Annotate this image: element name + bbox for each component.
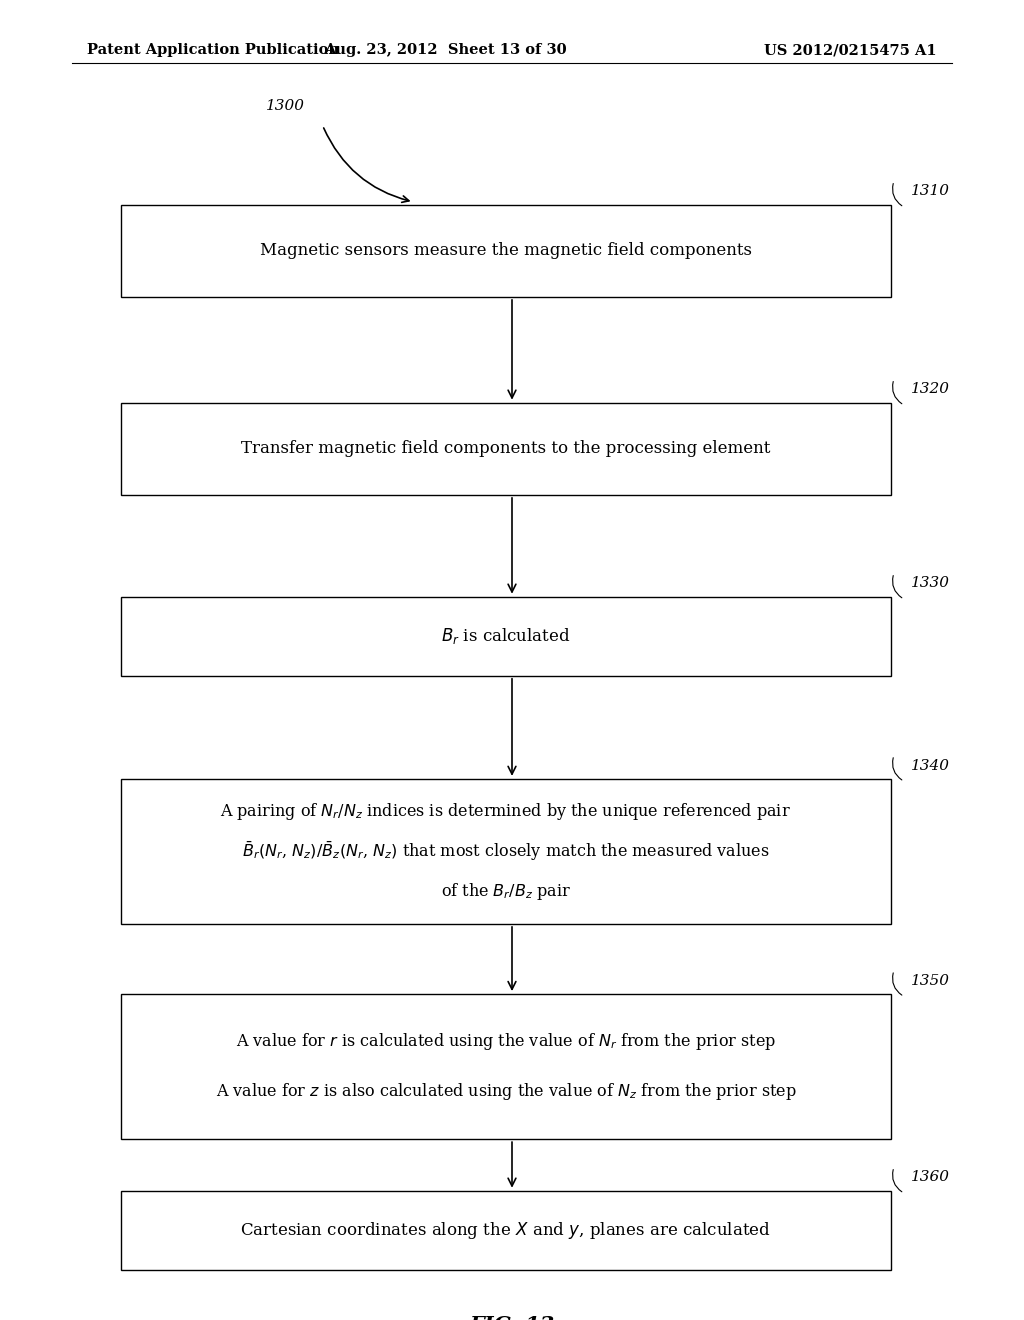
Text: 1300: 1300 bbox=[266, 99, 305, 112]
Text: 1350: 1350 bbox=[911, 974, 950, 987]
Text: 1340: 1340 bbox=[911, 759, 950, 772]
Text: FIG. 13: FIG. 13 bbox=[469, 1315, 555, 1320]
Text: 1320: 1320 bbox=[911, 383, 950, 396]
Text: 1360: 1360 bbox=[911, 1171, 950, 1184]
Bar bbox=[121, 597, 891, 676]
Text: $\bar{B}_r(N_r$, $N_z)/\bar{B}_z(N_r$, $N_z)$ that most closely match the measur: $\bar{B}_r(N_r$, $N_z)/\bar{B}_z(N_r$, $… bbox=[242, 840, 770, 863]
Text: A pairing of $N_r$/$N_z$ indices is determined by the unique referenced pair: A pairing of $N_r$/$N_z$ indices is dete… bbox=[220, 801, 792, 822]
Bar bbox=[121, 403, 891, 495]
Text: Patent Application Publication: Patent Application Publication bbox=[87, 44, 339, 57]
Bar bbox=[121, 205, 891, 297]
Bar bbox=[121, 994, 891, 1139]
Text: of the $B_r/B_z$ pair: of the $B_r/B_z$ pair bbox=[440, 880, 571, 902]
Text: 1330: 1330 bbox=[911, 577, 950, 590]
Text: 1310: 1310 bbox=[911, 185, 950, 198]
Bar bbox=[121, 1191, 891, 1270]
Text: A value for $r$ is calculated using the value of $N_r$ from the prior step: A value for $r$ is calculated using the … bbox=[236, 1031, 776, 1052]
Text: $B_r$ is calculated: $B_r$ is calculated bbox=[441, 626, 570, 647]
Bar bbox=[121, 779, 891, 924]
Text: A value for $z$ is also calculated using the value of $N_z$ from the prior step: A value for $z$ is also calculated using… bbox=[215, 1081, 797, 1102]
Text: Magnetic sensors measure the magnetic field components: Magnetic sensors measure the magnetic fi… bbox=[260, 243, 752, 259]
Text: Cartesian coordinates along the $X$ and $y$, planes are calculated: Cartesian coordinates along the $X$ and … bbox=[241, 1220, 771, 1241]
Text: US 2012/0215475 A1: US 2012/0215475 A1 bbox=[764, 44, 937, 57]
Text: Aug. 23, 2012  Sheet 13 of 30: Aug. 23, 2012 Sheet 13 of 30 bbox=[325, 44, 566, 57]
Text: Transfer magnetic field components to the processing element: Transfer magnetic field components to th… bbox=[242, 441, 770, 457]
